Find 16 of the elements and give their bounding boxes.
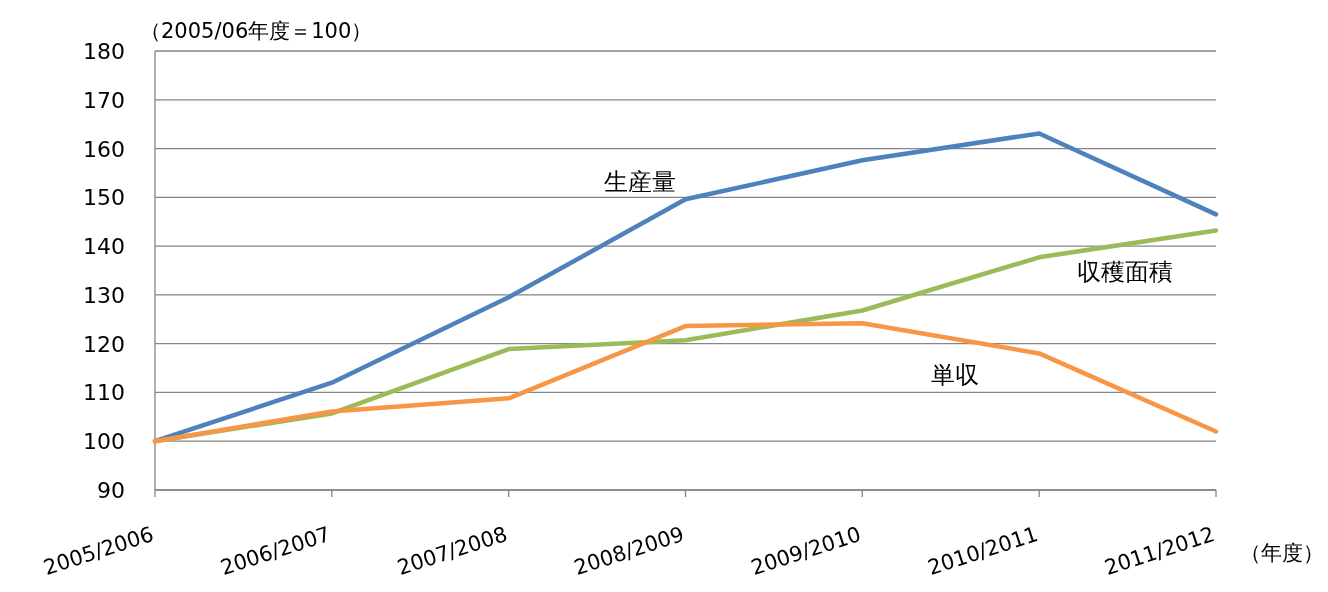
x-axis-title: （年度） xyxy=(1240,541,1324,565)
y-tick-label: 170 xyxy=(83,87,125,113)
y-tick-label: 120 xyxy=(83,331,125,357)
y-tick-label: 90 xyxy=(97,478,125,503)
y-tick-label: 110 xyxy=(83,380,125,406)
y-tick-label: 180 xyxy=(83,39,125,64)
series-label: 生産量 xyxy=(604,168,676,196)
y-tick-label: 100 xyxy=(83,429,125,455)
y-axis-title: （2005/06年度＝100） xyxy=(140,19,373,43)
y-tick-label: 150 xyxy=(83,185,125,211)
series-label: 収穫面積 xyxy=(1077,258,1173,286)
line-series xyxy=(152,320,1219,444)
y-tick-label: 160 xyxy=(83,136,125,162)
y-tick-label: 140 xyxy=(83,234,125,260)
y-tick-label: 130 xyxy=(83,282,125,308)
series-label: 単収 xyxy=(931,361,979,389)
